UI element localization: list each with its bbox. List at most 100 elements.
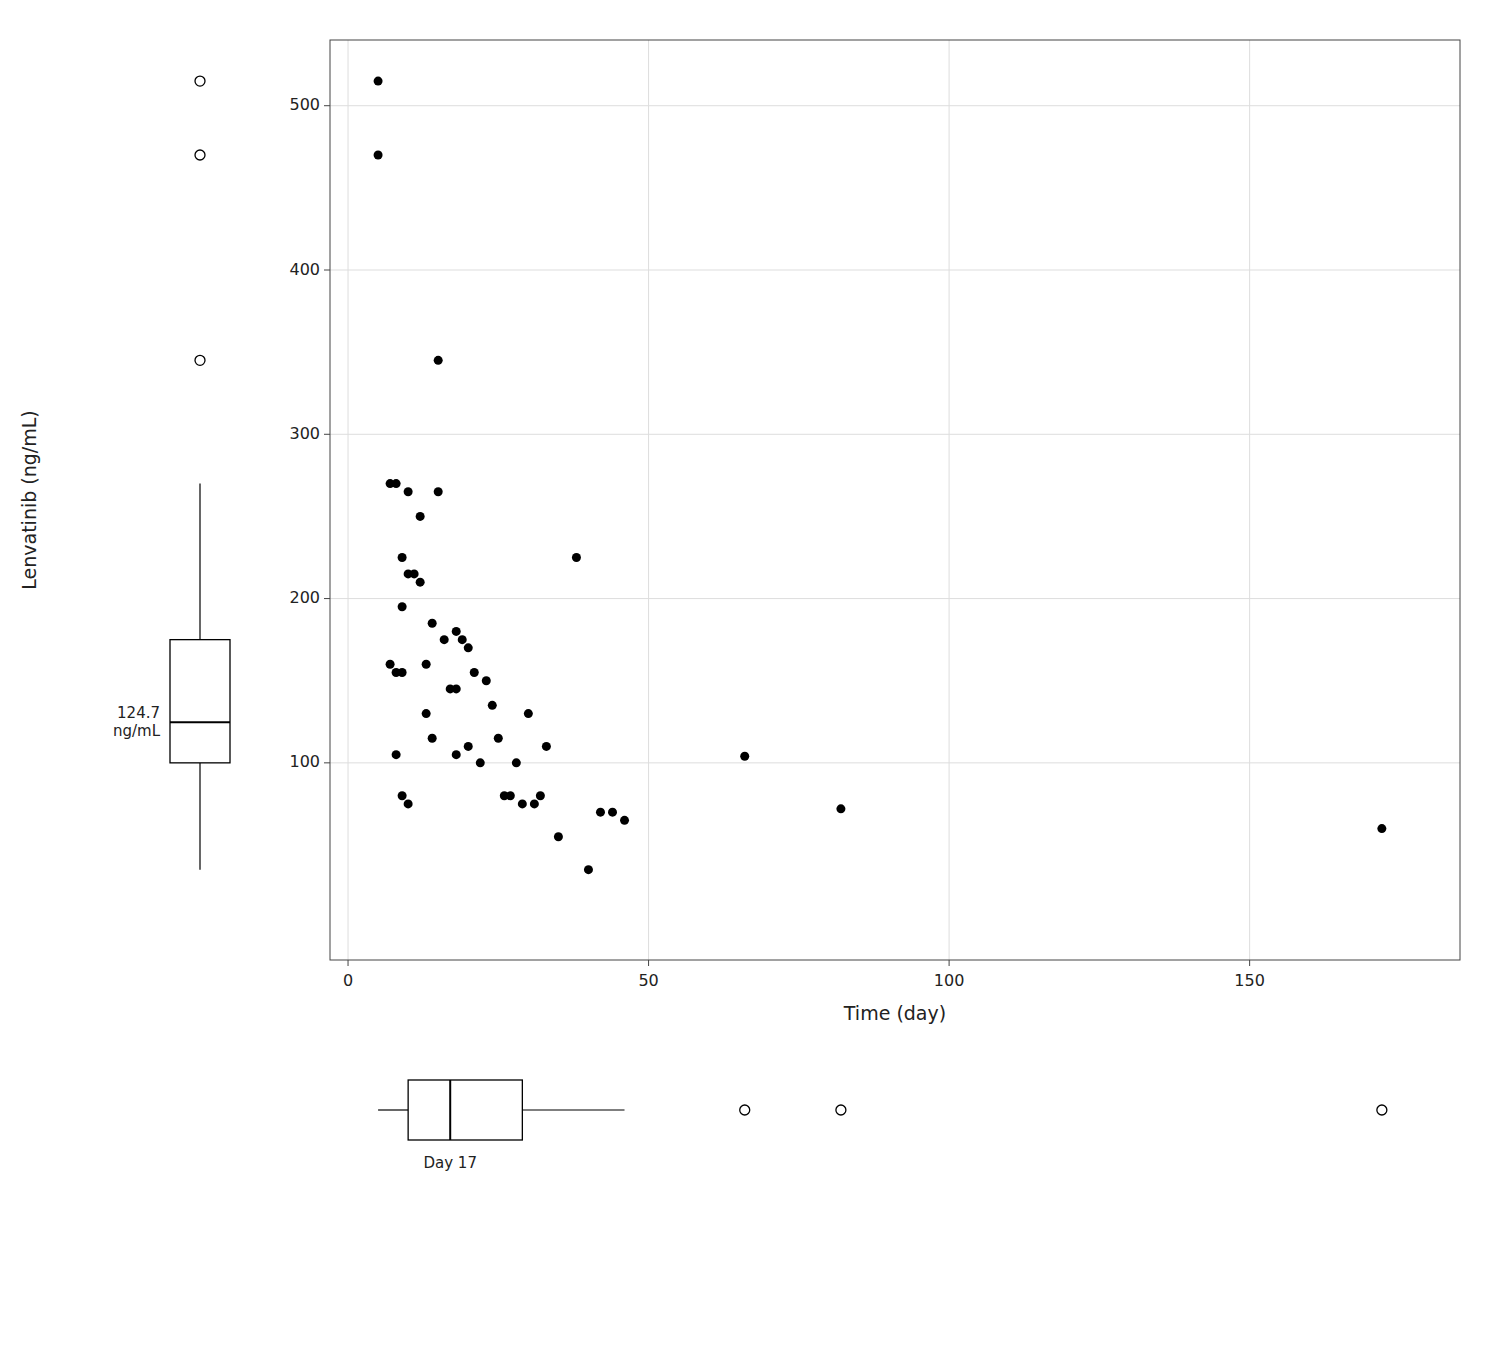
tick-label-x: 0	[343, 971, 353, 990]
outlier	[195, 355, 205, 365]
box-label: Day 17	[423, 1154, 476, 1172]
grid-line-x	[1249, 40, 1250, 960]
tick-label-y: 400	[289, 260, 320, 279]
grid-line-y	[330, 598, 1460, 599]
scatter-point	[422, 660, 431, 669]
grid-line-y	[330, 434, 1460, 435]
outlier	[195, 150, 205, 160]
chart-container: 0 50 100 150 100 200 300 400 500 Time (day) Lenvat…	[0, 0, 1502, 1372]
tick-x	[949, 960, 950, 966]
scatter-point	[404, 487, 413, 496]
outlier	[836, 1105, 846, 1115]
scatter-point	[572, 553, 581, 562]
tick-x	[648, 960, 649, 966]
scatter-point	[428, 734, 437, 743]
tick-y	[324, 762, 330, 763]
y-axis-label: Lenvatinib (ng/mL)	[18, 410, 40, 589]
scatter-point	[470, 668, 479, 677]
chart: 0 50 100 150 100 200 300 400 500 Time (day) Lenvat…	[0, 0, 1502, 1372]
scatter-point	[458, 635, 467, 644]
tick-y	[324, 598, 330, 599]
tick-label-y: 100	[289, 752, 320, 771]
grid-line-x	[348, 40, 349, 960]
scatter-point	[404, 799, 413, 808]
scatter-point	[398, 602, 407, 611]
tick-label-y: 300	[289, 424, 320, 443]
scatter-point	[386, 660, 395, 669]
median	[449, 1080, 451, 1140]
median	[170, 721, 230, 723]
scatter-point	[452, 750, 461, 759]
scatter-point	[506, 791, 515, 800]
scatter-point	[512, 758, 521, 767]
grid-line-x	[648, 40, 649, 960]
scatter-point	[1377, 824, 1386, 833]
box	[408, 1080, 522, 1140]
tick-label-x: 100	[934, 971, 965, 990]
scatter-point	[542, 742, 551, 751]
scatter-point	[410, 569, 419, 578]
scatter-point	[422, 709, 431, 718]
scatter-point	[596, 808, 605, 817]
whisker-high	[522, 1109, 624, 1110]
tick-label-y: 200	[289, 588, 320, 607]
grid	[330, 40, 1460, 960]
scatter-point	[536, 791, 545, 800]
x-axis-label: Time (day)	[843, 1002, 946, 1024]
whisker-high	[199, 484, 200, 640]
tick-label-x: 50	[638, 971, 658, 990]
scatter-point	[416, 578, 425, 587]
scatter-point	[620, 816, 629, 825]
ticks: 0 50 100 150 100 200 300 400 500	[289, 95, 1264, 990]
box-label: 124.7	[117, 704, 160, 722]
scatter-point	[398, 553, 407, 562]
scatter-point	[482, 676, 491, 685]
outlier	[195, 76, 205, 86]
scatter-point	[398, 668, 407, 677]
scatter-point	[452, 684, 461, 693]
scatter-point	[374, 151, 383, 160]
grid-line-y	[330, 105, 1460, 106]
tick-x	[1249, 960, 1250, 966]
scatter-point	[584, 865, 593, 874]
scatter-point	[416, 512, 425, 521]
tick-x	[348, 960, 349, 966]
scatter-point	[608, 808, 617, 817]
x-box-plot: Day 17	[378, 1080, 1387, 1172]
scatter-point	[464, 742, 473, 751]
whisker-low	[199, 763, 200, 870]
scatter-point	[476, 758, 485, 767]
scatter-point	[740, 752, 749, 761]
scatter-point	[398, 791, 407, 800]
scatter-point	[530, 799, 539, 808]
scatter-point	[488, 701, 497, 710]
scatter-point	[494, 734, 503, 743]
tick-label-x: 150	[1234, 971, 1265, 990]
tick-y	[324, 434, 330, 435]
scatter-points	[374, 77, 1387, 875]
scatter-point	[440, 635, 449, 644]
scatter-point	[434, 487, 443, 496]
scatter-point	[524, 709, 533, 718]
scatter-point	[392, 750, 401, 759]
box	[170, 640, 230, 763]
grid-line-y	[330, 270, 1460, 271]
y-box-plot: 124.7ng/mL	[113, 76, 230, 870]
tick-y	[324, 270, 330, 271]
scatter-point	[428, 619, 437, 628]
plot-frame	[330, 40, 1460, 960]
scatter-point	[464, 643, 473, 652]
whisker-low	[378, 1109, 408, 1110]
outlier	[1377, 1105, 1387, 1115]
scatter-point	[392, 479, 401, 488]
scatter-point	[374, 77, 383, 86]
tick-label-y: 500	[289, 95, 320, 114]
tick-y	[324, 105, 330, 106]
scatter-point	[452, 627, 461, 636]
box-label: ng/mL	[113, 722, 161, 740]
scatter-point	[518, 799, 527, 808]
scatter-point	[836, 804, 845, 813]
scatter-point	[434, 356, 443, 365]
outlier	[740, 1105, 750, 1115]
grid-line-y	[330, 762, 1460, 763]
